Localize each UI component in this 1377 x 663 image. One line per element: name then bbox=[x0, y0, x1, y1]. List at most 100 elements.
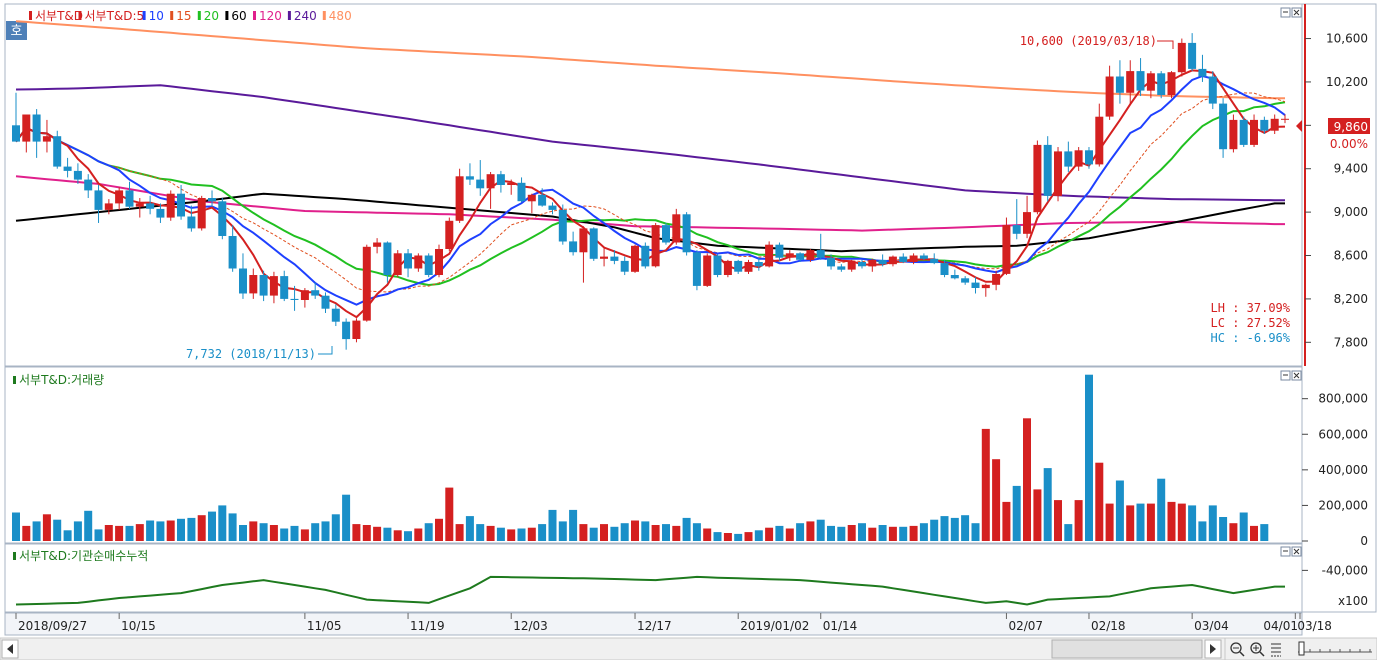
candle-body bbox=[187, 216, 196, 229]
candle-body bbox=[135, 203, 144, 207]
legend-swatch bbox=[170, 11, 174, 20]
volume-bar bbox=[765, 527, 774, 541]
volume-bar bbox=[1054, 500, 1062, 541]
candle-body bbox=[269, 276, 278, 296]
volume-bar bbox=[1074, 500, 1083, 541]
fit-icon[interactable] bbox=[1271, 643, 1281, 657]
price-panel-controls[interactable] bbox=[1280, 7, 1302, 18]
candle-body bbox=[1074, 150, 1083, 167]
candle-body bbox=[765, 244, 774, 267]
legend-item: 15 bbox=[176, 9, 191, 23]
volume-bar bbox=[610, 526, 619, 541]
volume-bar bbox=[744, 532, 753, 541]
scrollbar[interactable] bbox=[0, 637, 1226, 661]
volume-tick-label: 800,000 bbox=[1318, 392, 1368, 406]
candle-body bbox=[589, 228, 598, 259]
candle-body bbox=[992, 274, 1001, 285]
volume-bar bbox=[455, 524, 464, 541]
candle-body bbox=[1043, 144, 1052, 196]
volume-bar bbox=[888, 526, 897, 541]
volume-bar bbox=[352, 524, 361, 541]
inst-tick-label: -40,000 bbox=[1322, 563, 1368, 577]
candle-body bbox=[1208, 76, 1217, 104]
legend-item: 서부T&D:5 bbox=[85, 9, 145, 23]
volume-bar bbox=[187, 517, 196, 541]
candle-body bbox=[53, 136, 62, 167]
candle-body bbox=[1177, 42, 1186, 73]
y-axis-area bbox=[1301, 3, 1377, 613]
legend-swatch bbox=[287, 11, 291, 20]
volume-bar bbox=[909, 525, 918, 541]
volume-bar bbox=[259, 523, 268, 541]
candle-body bbox=[146, 203, 155, 209]
legend-swatch bbox=[253, 11, 256, 20]
volume-bar bbox=[373, 526, 382, 541]
volume-bar bbox=[1250, 525, 1258, 541]
volume-bar bbox=[703, 528, 712, 541]
volume-tick-label: 400,000 bbox=[1318, 463, 1368, 477]
candle-body bbox=[682, 214, 691, 253]
candle-body bbox=[1239, 119, 1248, 145]
candle-body bbox=[228, 236, 237, 269]
x-tick-label: 12/03 bbox=[513, 619, 548, 633]
candle-body bbox=[125, 190, 134, 207]
candle-body bbox=[899, 256, 908, 262]
candle-body bbox=[662, 225, 670, 243]
volume-tick-label: 600,000 bbox=[1318, 427, 1368, 441]
volume-bar bbox=[486, 525, 495, 541]
volume-bar bbox=[22, 525, 31, 541]
candle-body bbox=[63, 166, 72, 171]
candle-body bbox=[445, 220, 454, 249]
quote-button[interactable]: 호 bbox=[6, 21, 27, 40]
volume-bar bbox=[218, 505, 227, 541]
candle-body bbox=[249, 275, 258, 294]
volume-panel-controls[interactable] bbox=[1280, 370, 1302, 381]
volume-bar bbox=[837, 526, 846, 541]
volume-bar bbox=[1167, 501, 1176, 541]
x-tick-label: 2019/01/02 bbox=[740, 619, 809, 633]
volume-bar bbox=[1260, 524, 1269, 541]
x-tick-label: 04/01 bbox=[1263, 619, 1298, 633]
candle-body bbox=[156, 208, 165, 218]
candle-body bbox=[362, 246, 371, 321]
ma-240-line bbox=[15, 84, 1285, 202]
candle-body bbox=[73, 170, 82, 180]
inst-multiplier: x100 bbox=[1338, 594, 1368, 608]
volume-bar bbox=[1188, 505, 1197, 541]
volume-bar bbox=[135, 524, 144, 541]
volume-bar bbox=[290, 525, 299, 541]
volume-bar bbox=[1136, 503, 1145, 541]
volume-bar bbox=[269, 525, 278, 541]
candle-body bbox=[569, 241, 578, 253]
candle-body bbox=[981, 284, 990, 289]
candle-body bbox=[1219, 103, 1228, 150]
period-slider[interactable] bbox=[1298, 641, 1372, 656]
candle-body bbox=[424, 255, 433, 275]
volume-bar bbox=[1157, 478, 1166, 541]
volume-bar bbox=[1043, 468, 1052, 541]
volume-bar bbox=[1115, 480, 1124, 541]
volume-bar bbox=[53, 519, 62, 541]
volume-bar bbox=[311, 523, 320, 541]
scroll-thumb[interactable] bbox=[1051, 639, 1203, 659]
candle-body bbox=[558, 210, 567, 242]
candle-body bbox=[816, 250, 825, 258]
candle-body bbox=[166, 193, 175, 218]
volume-bar bbox=[507, 529, 516, 541]
candle-body bbox=[641, 245, 650, 267]
candle-body bbox=[775, 244, 784, 258]
volume-bar bbox=[146, 520, 155, 541]
candle-body bbox=[961, 278, 970, 283]
volume-bar bbox=[414, 528, 423, 541]
volume-bar bbox=[496, 527, 505, 541]
candle-body bbox=[404, 253, 412, 269]
inst-panel-controls[interactable] bbox=[1280, 546, 1302, 557]
zoom-out-icon[interactable] bbox=[1230, 642, 1245, 657]
volume-bar bbox=[94, 529, 103, 541]
x-axis bbox=[4, 612, 1303, 636]
volume-bar bbox=[156, 521, 165, 541]
zoom-in-icon[interactable] bbox=[1250, 642, 1265, 657]
candle-body bbox=[208, 198, 216, 202]
volume-bar bbox=[42, 514, 51, 541]
candle-body bbox=[1229, 119, 1238, 150]
